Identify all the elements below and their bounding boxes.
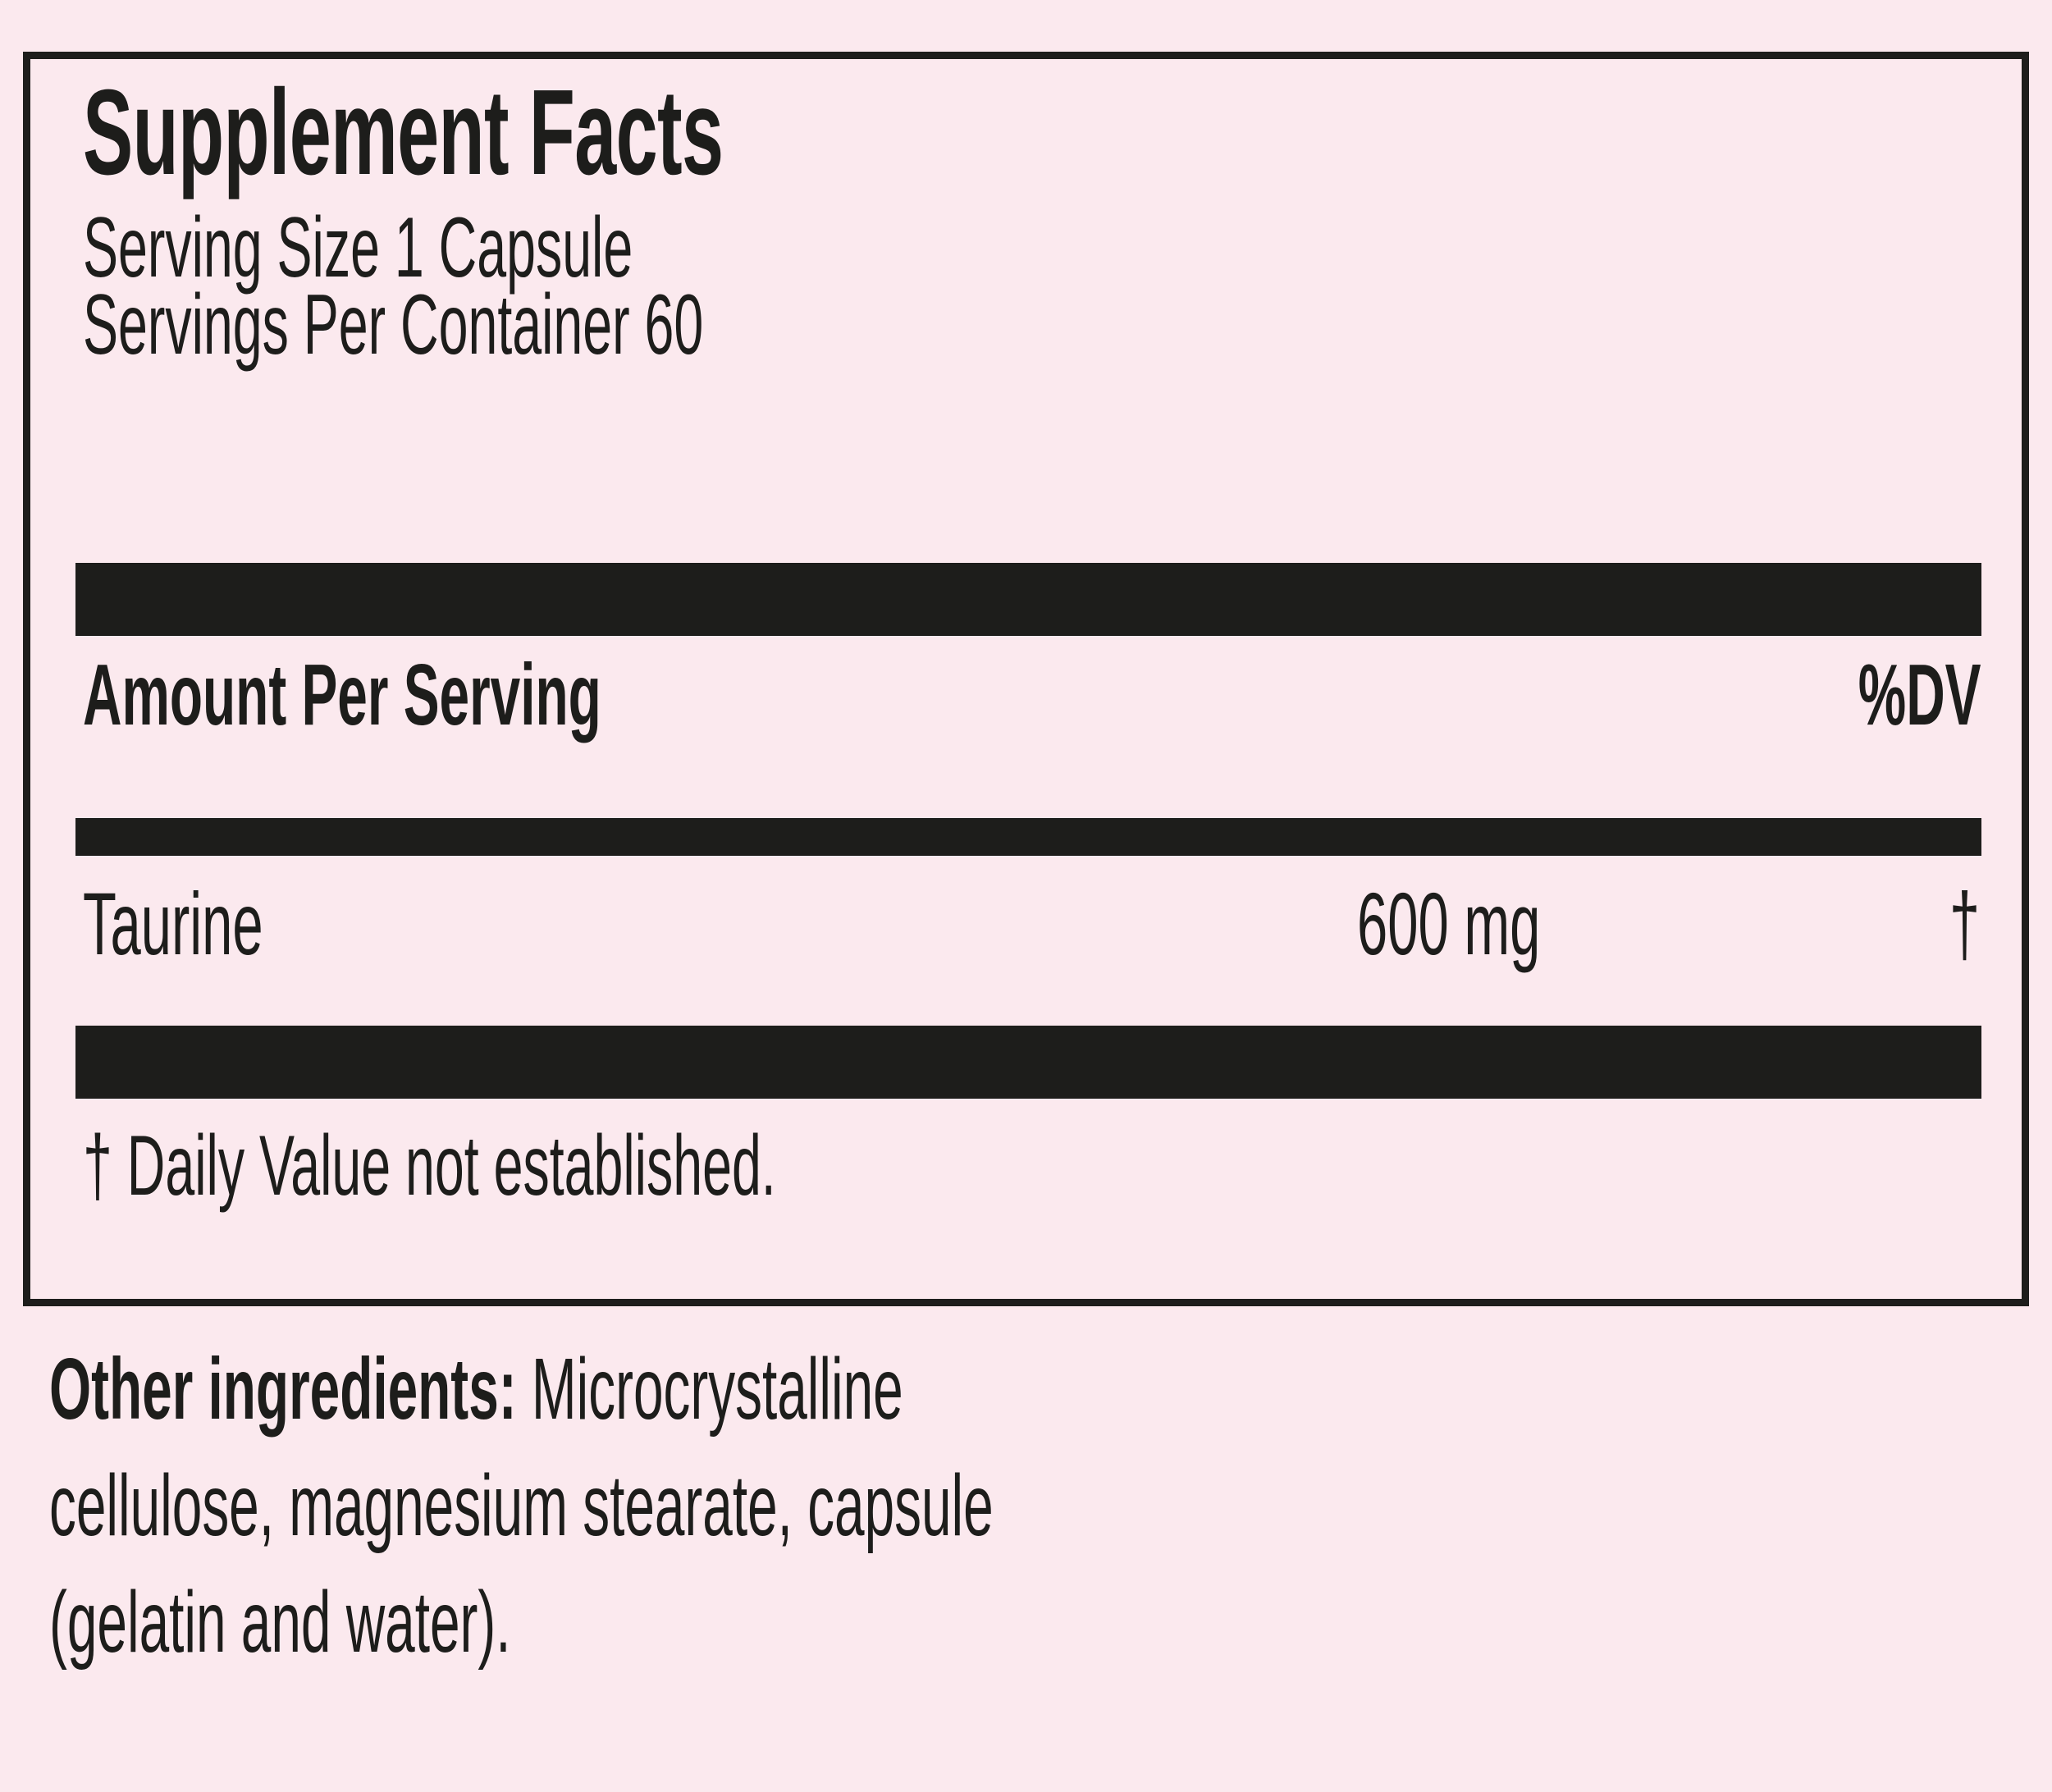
nutrient-name-text: Taurine	[83, 874, 263, 973]
table-row: Taurine 600 mg †	[75, 880, 1981, 986]
daily-value-footnote-text: † Daily Value not established.	[83, 1118, 776, 1214]
nutrient-daily-value-text: †	[1949, 874, 1980, 973]
amount-per-serving-label: Amount Per Serving	[83, 651, 919, 738]
other-ingredients-line-2: cellulose, magnesium stearate, capsule	[49, 1462, 2018, 1549]
serving-size-line: Serving Size 1 Capsule	[83, 205, 970, 290]
page-title-text: Supplement Facts	[83, 65, 724, 200]
other-ingredients-line-3-text: (gelatin and water).	[49, 1574, 511, 1671]
amount-per-serving-header-row: Amount Per Serving %DV	[75, 651, 1981, 750]
other-ingredients-line-1-inner: Other ingredients: Microcrystalline	[49, 1346, 903, 1433]
other-ingredients-line-2-text: cellulose, magnesium stearate, capsule	[49, 1457, 994, 1554]
daily-value-header-text: %DV	[1858, 647, 1981, 743]
other-ingredients-line-1: Other ingredients: Microcrystalline	[49, 1346, 2018, 1433]
nutrient-name: Taurine	[83, 880, 373, 968]
other-ingredients-line-1-rest: Microcrystalline	[516, 1341, 903, 1438]
supplement-facts-panel: Supplement Facts Serving Size 1 Capsule …	[23, 52, 2029, 1306]
rule-thin-under-header	[75, 818, 1981, 856]
daily-value-header: %DV	[1783, 651, 1981, 738]
rule-thick-bottom	[75, 1026, 1981, 1099]
daily-value-footnote: † Daily Value not established.	[83, 1123, 1200, 1209]
nutrient-amount: 600 mg	[1357, 880, 1652, 968]
servings-per-container-line: Servings Per Container 60	[83, 282, 1084, 368]
amount-per-serving-text: Amount Per Serving	[83, 647, 601, 743]
nutrient-daily-value: †	[1931, 880, 1980, 968]
nutrient-amount-text: 600 mg	[1357, 874, 1541, 973]
other-ingredients-line-3: (gelatin and water).	[49, 1579, 2018, 1666]
other-ingredients-block: Other ingredients: Microcrystalline cell…	[49, 1346, 2018, 1695]
serving-size-text: Serving Size 1 Capsule	[83, 200, 633, 295]
rule-thick-top	[75, 563, 1981, 636]
panel-inner: Supplement Facts Serving Size 1 Capsule …	[30, 59, 2022, 1299]
other-ingredients-heading: Other ingredients:	[49, 1341, 517, 1438]
servings-per-container-text: Servings Per Container 60	[83, 277, 704, 373]
page-title: Supplement Facts	[83, 72, 1116, 194]
